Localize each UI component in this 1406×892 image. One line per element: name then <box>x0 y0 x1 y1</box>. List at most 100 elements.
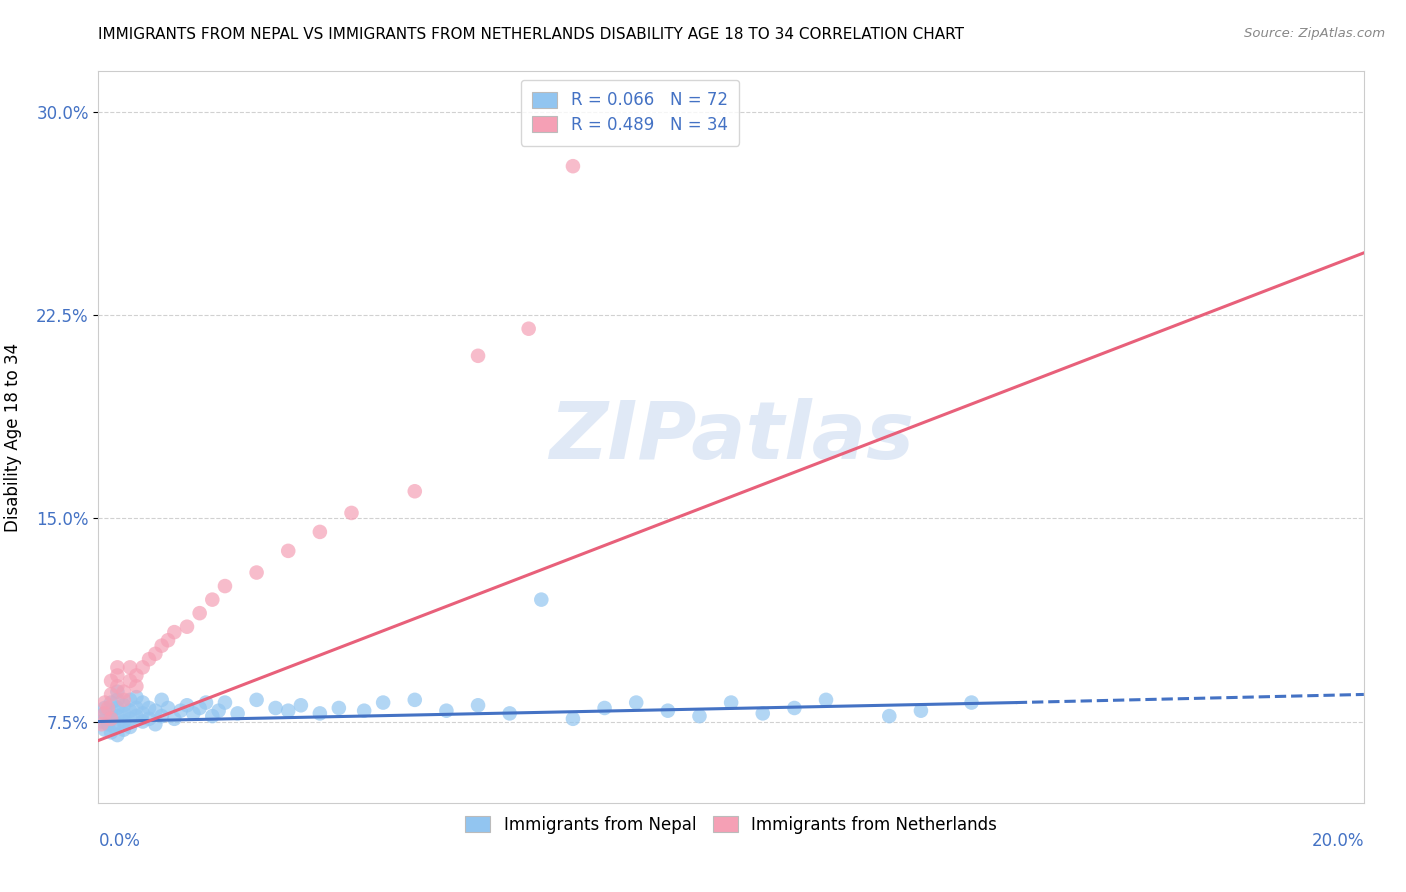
Point <box>783 701 806 715</box>
Point <box>107 728 129 742</box>
Point <box>132 706 155 721</box>
Point <box>467 349 489 363</box>
Point <box>145 717 166 731</box>
Point <box>561 712 585 726</box>
Point <box>107 717 129 731</box>
Point <box>214 579 236 593</box>
Point <box>100 712 122 726</box>
Y-axis label: Disability Age 18 to 34: Disability Age 18 to 34 <box>4 343 22 532</box>
Point <box>751 706 773 721</box>
Point <box>530 592 553 607</box>
Point <box>120 673 141 688</box>
Point <box>163 712 186 726</box>
Point <box>90 717 112 731</box>
Point <box>214 696 236 710</box>
Point <box>150 639 173 653</box>
Point <box>100 704 122 718</box>
Point <box>201 592 224 607</box>
Point <box>120 720 141 734</box>
Point <box>145 647 166 661</box>
Point <box>353 704 375 718</box>
Point <box>90 714 112 729</box>
Point <box>226 706 249 721</box>
Point <box>188 701 211 715</box>
Point <box>132 660 155 674</box>
Point <box>132 714 155 729</box>
Point <box>163 625 186 640</box>
Point <box>125 701 148 715</box>
Point <box>125 679 148 693</box>
Point <box>93 701 117 715</box>
Point <box>328 701 350 715</box>
Point <box>404 693 426 707</box>
Point <box>107 701 129 715</box>
Point <box>150 693 173 707</box>
Point <box>138 652 160 666</box>
Text: 20.0%: 20.0% <box>1312 832 1364 850</box>
Point <box>309 706 332 721</box>
Point <box>194 696 218 710</box>
Point <box>138 701 160 715</box>
Point <box>150 709 173 723</box>
Point <box>120 660 141 674</box>
Point <box>100 673 122 688</box>
Point <box>93 706 117 721</box>
Point <box>125 709 148 723</box>
Point <box>107 684 129 698</box>
Point <box>107 693 129 707</box>
Point <box>157 633 180 648</box>
Point <box>100 712 122 726</box>
Point <box>176 620 198 634</box>
Point <box>720 696 742 710</box>
Point <box>157 701 180 715</box>
Point <box>404 484 426 499</box>
Point <box>624 696 647 710</box>
Point <box>107 660 129 674</box>
Point <box>910 704 932 718</box>
Text: IMMIGRANTS FROM NEPAL VS IMMIGRANTS FROM NETHERLANDS DISABILITY AGE 18 TO 34 COR: IMMIGRANTS FROM NEPAL VS IMMIGRANTS FROM… <box>98 27 965 42</box>
Point <box>593 701 616 715</box>
Point <box>877 709 900 723</box>
Point <box>112 698 135 713</box>
Point <box>264 701 287 715</box>
Point <box>309 524 332 539</box>
Point <box>93 696 117 710</box>
Point <box>277 544 299 558</box>
Point <box>112 723 135 737</box>
Point <box>112 714 135 729</box>
Point <box>100 696 122 710</box>
Point <box>107 668 129 682</box>
Point <box>97 701 120 715</box>
Point <box>201 709 224 723</box>
Point <box>246 693 269 707</box>
Point <box>125 668 148 682</box>
Text: 0.0%: 0.0% <box>98 832 141 850</box>
Point <box>436 704 458 718</box>
Point <box>246 566 269 580</box>
Point <box>371 696 394 710</box>
Point <box>169 704 191 718</box>
Point <box>112 693 135 707</box>
Point <box>517 322 540 336</box>
Point <box>120 693 141 707</box>
Point <box>340 506 363 520</box>
Point <box>814 693 837 707</box>
Text: Source: ZipAtlas.com: Source: ZipAtlas.com <box>1244 27 1385 40</box>
Point <box>498 706 520 721</box>
Point <box>107 709 129 723</box>
Point <box>183 706 205 721</box>
Point <box>93 706 117 721</box>
Point <box>208 704 231 718</box>
Point <box>960 696 983 710</box>
Point <box>120 712 141 726</box>
Point <box>100 688 122 702</box>
Point <box>561 159 585 173</box>
Point <box>107 679 129 693</box>
Point <box>125 690 148 705</box>
Point <box>97 717 120 731</box>
Point <box>132 696 155 710</box>
Point <box>112 706 135 721</box>
Point <box>93 723 117 737</box>
Point <box>188 606 211 620</box>
Point <box>103 720 125 734</box>
